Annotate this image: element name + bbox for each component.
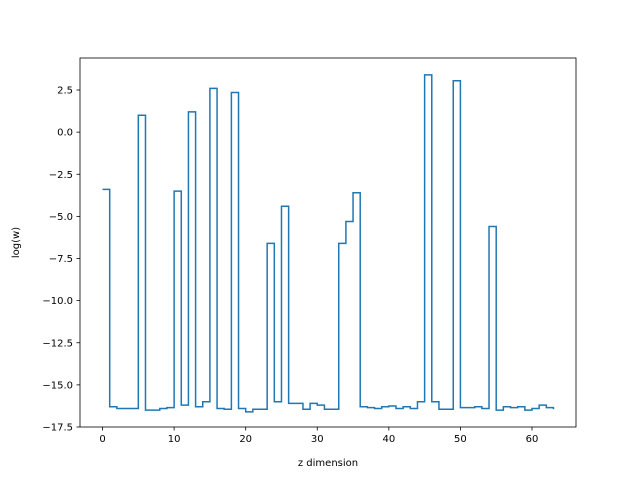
x-tick-label: 0 (99, 434, 105, 445)
x-tick-label: 30 (311, 434, 324, 445)
x-axis-label: z dimension (298, 458, 358, 469)
y-axis-ticks: −17.5 −15.0 −12.5 −10.0 −7.5 −5.0 −2.5 0.0 2.5 (42, 86, 80, 434)
y-tick-label: 2.5 (57, 86, 73, 97)
y-tick-label: −12.5 (42, 338, 73, 349)
y-axis-label: log(w) (11, 227, 22, 258)
x-tick-label: 40 (382, 434, 395, 445)
x-axis-ticks: 0 10 20 30 40 50 60 (99, 427, 538, 445)
x-tick-label: 20 (239, 434, 252, 445)
y-tick-label: −17.5 (42, 423, 73, 434)
y-tick-label: −15.0 (42, 380, 73, 391)
y-tick-label: −7.5 (49, 254, 73, 265)
x-tick-label: 50 (454, 434, 467, 445)
x-tick-label: 60 (526, 434, 539, 445)
y-tick-label: 0.0 (57, 128, 73, 139)
x-tick-label: 10 (168, 434, 181, 445)
y-tick-label: −5.0 (49, 212, 73, 223)
y-tick-label: −2.5 (49, 170, 73, 181)
axes-frame (79, 57, 577, 428)
series-line (102, 74, 555, 413)
y-tick-label: −10.0 (42, 296, 73, 307)
